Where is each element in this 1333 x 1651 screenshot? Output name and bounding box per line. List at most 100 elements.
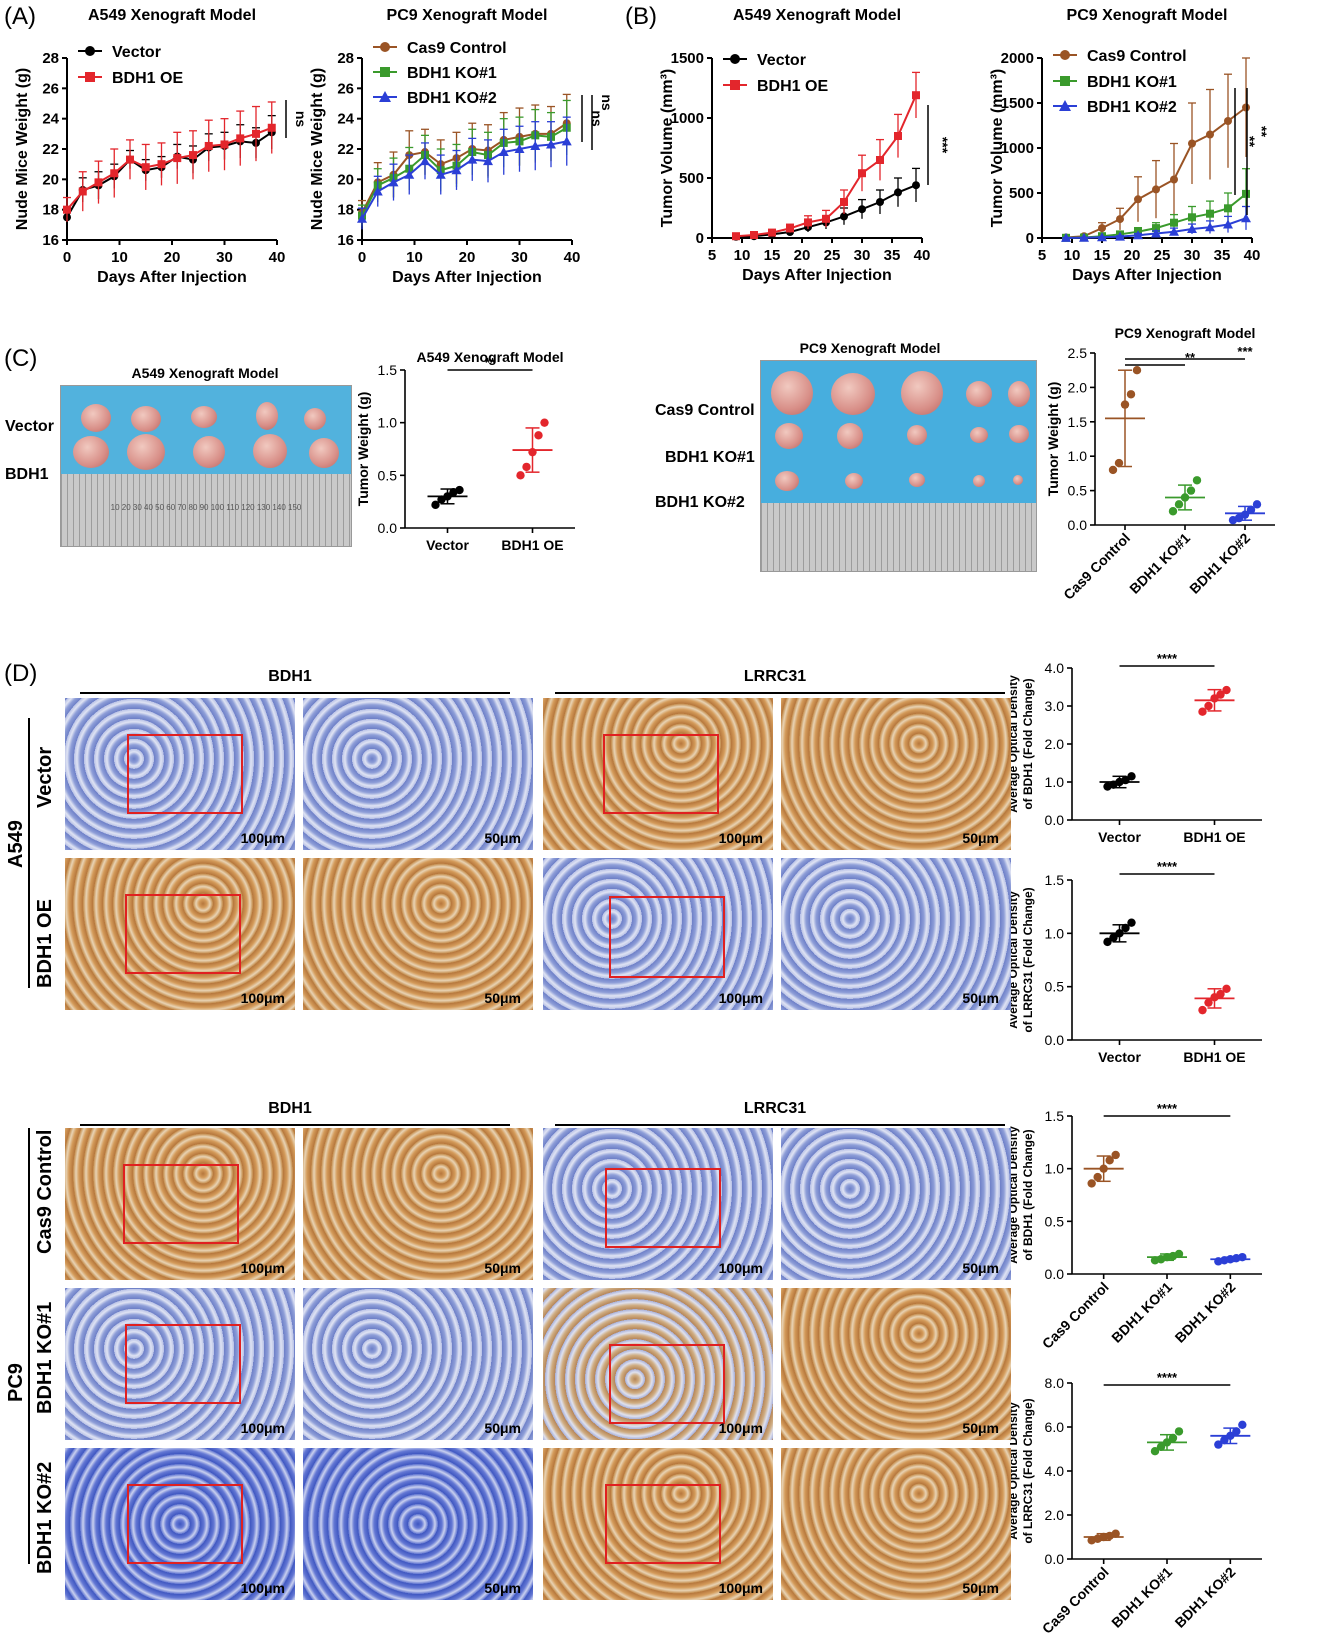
data-point — [1059, 100, 1071, 111]
scale-bar-label: 100μm — [240, 990, 285, 1006]
photo-pc9-title: PC9 Xenograft Model — [799, 340, 941, 356]
photo-pc9-row-cas9: Cas9 Control — [655, 402, 755, 419]
legend-label: Vector — [112, 44, 161, 61]
scale-bar-label: 100μm — [718, 990, 763, 1006]
ihc-image: 100μm — [543, 1128, 773, 1280]
data-point — [1180, 493, 1190, 502]
data-point — [157, 160, 166, 169]
data-point — [1188, 139, 1196, 148]
data-point — [1111, 1150, 1120, 1160]
y-tick-label: 0.0 — [1068, 517, 1088, 533]
chart-pc9-lrrc31-density: 0.0 2.0 4.0 6.0 8.0 Average Optical Density of… — [1010, 1370, 1262, 1637]
x-tick-label: Vector — [1098, 829, 1141, 845]
y-tick-label: 1.5 — [378, 362, 398, 378]
data-point — [1222, 984, 1231, 993]
data-point — [1252, 500, 1262, 509]
y-tick-label: 1.5 — [1068, 414, 1088, 430]
data-point — [1127, 772, 1136, 781]
data-point — [1152, 224, 1160, 233]
data-point — [786, 224, 794, 233]
data-point — [1093, 1172, 1102, 1182]
chart-a549-lrrc31-density: 0.0 0.5 1.0 1.5 Average Optical Density of LR… — [1010, 862, 1262, 1065]
ihc-image-zoom: 50μm — [303, 858, 533, 1010]
ihc-pc9-lrrc31-header: LRRC31 — [743, 1100, 807, 1117]
y-axis-label: Tumor Volume (mm³) — [660, 69, 676, 228]
zoom-region — [125, 894, 241, 974]
x-tick-label: 35 — [884, 247, 901, 264]
data-point — [1192, 476, 1202, 485]
data-point — [420, 156, 430, 166]
data-point — [876, 198, 884, 206]
x-axis-label: Days After Injection — [392, 269, 542, 286]
data-point — [516, 471, 525, 480]
x-tick-label: Cas9 Control — [1039, 1564, 1112, 1637]
chart-pc9-tumor-weight: PC9 Xenograft Model 0.0 0.5 1.0 1.5 2.0 2.5 Tum… — [1045, 325, 1275, 603]
data-point — [1162, 1438, 1172, 1447]
y-tick-label: 16 — [337, 232, 354, 249]
x-tick-label: BDH1 KO#1 — [1108, 1564, 1175, 1631]
x-tick-label: 30 — [511, 249, 528, 266]
data-point — [1174, 1427, 1184, 1436]
data-point — [1224, 117, 1232, 125]
ihc-a549-bdh1-rule — [80, 692, 510, 694]
data-point — [1223, 219, 1233, 229]
y-tick-label: 3.0 — [1045, 698, 1065, 714]
scale-bar-label: 100μm — [718, 1420, 763, 1436]
legend-label: BDH1 KO#2 — [1087, 99, 1177, 116]
y-tick-label: 18 — [337, 202, 354, 219]
photo-a549-row-bdh1: BDH1 — [5, 466, 49, 483]
data-point — [1222, 685, 1231, 695]
panel-label-c: (C) — [4, 345, 38, 372]
data-point — [858, 205, 866, 214]
y-axis-label-line2: of LRRC31 (Fold Change) — [1021, 887, 1035, 1032]
x-tick-label: 5 — [1038, 247, 1046, 264]
data-point — [1242, 189, 1250, 198]
data-point — [443, 492, 452, 501]
x-tick-label: BDH1 OE — [501, 537, 563, 553]
legend-label: BDH1 OE — [112, 70, 183, 87]
zoom-region — [609, 896, 725, 978]
zoom-region — [127, 1484, 243, 1564]
data-point — [1214, 1440, 1223, 1449]
photo-a549-row-vector: Vector — [5, 418, 54, 435]
x-tick-label: 30 — [854, 247, 871, 264]
data-point — [357, 213, 367, 223]
data-point — [1198, 707, 1207, 716]
data-point — [85, 72, 95, 82]
scale-bar-label: 50μm — [962, 830, 999, 846]
scale-bar-label: 100μm — [718, 1580, 763, 1596]
legend-label: BDH1 KO#2 — [407, 90, 497, 107]
y-tick-label: 20 — [42, 171, 59, 188]
data-point — [1226, 1431, 1235, 1440]
y-tick-label: 4.0 — [1045, 1463, 1065, 1479]
data-point — [1098, 224, 1106, 233]
data-point — [204, 141, 213, 150]
y-tick-label: 1500 — [671, 50, 704, 67]
y-tick-label: 0.5 — [1068, 483, 1088, 499]
data-point — [1170, 218, 1178, 227]
ihc-pc9-row-ko2: BDH1 KO#2 — [34, 1461, 56, 1574]
ihc-pc9-row-ko1: BDH1 KO#1 — [34, 1301, 56, 1414]
data-point — [1238, 1252, 1247, 1262]
data-point — [1246, 505, 1256, 515]
data-point — [1169, 226, 1179, 236]
ihc-a549-row-vector: Vector — [34, 746, 56, 808]
x-axis-label: Days After Injection — [97, 269, 247, 286]
x-tick-label: 0 — [63, 249, 71, 266]
y-tick-label: 2.0 — [1045, 1507, 1065, 1523]
tumor-photo-a549: 10 20 30 40 50 60 70 80 90 100 110 120 1… — [60, 385, 352, 547]
chart-a549-bdh1-density: 0.0 1.0 2.0 3.0 4.0 Average Optical Density of… — [1010, 651, 1262, 845]
data-point — [528, 447, 537, 457]
y-tick-label: 0.0 — [1045, 1551, 1065, 1567]
x-tick-label: 20 — [1124, 247, 1141, 264]
scale-bar-label: 100μm — [718, 830, 763, 846]
ihc-image-zoom: 50μm — [781, 1128, 1011, 1280]
data-point — [379, 91, 391, 102]
x-axis-label: Days After Injection — [1072, 267, 1222, 284]
ihc-pc9-lrrc31-rule — [555, 1124, 1005, 1126]
data-point — [404, 169, 415, 179]
photo-pc9-row-ko2: BDH1 KO#2 — [655, 494, 745, 511]
ihc-a549-lrrc31-rule — [555, 692, 1005, 694]
data-point — [894, 188, 902, 197]
chart-pc9-mice-weight: PC9 Xenograft Model 16 18 20 22 24 26 28 0 10 20 30… — [309, 7, 615, 286]
